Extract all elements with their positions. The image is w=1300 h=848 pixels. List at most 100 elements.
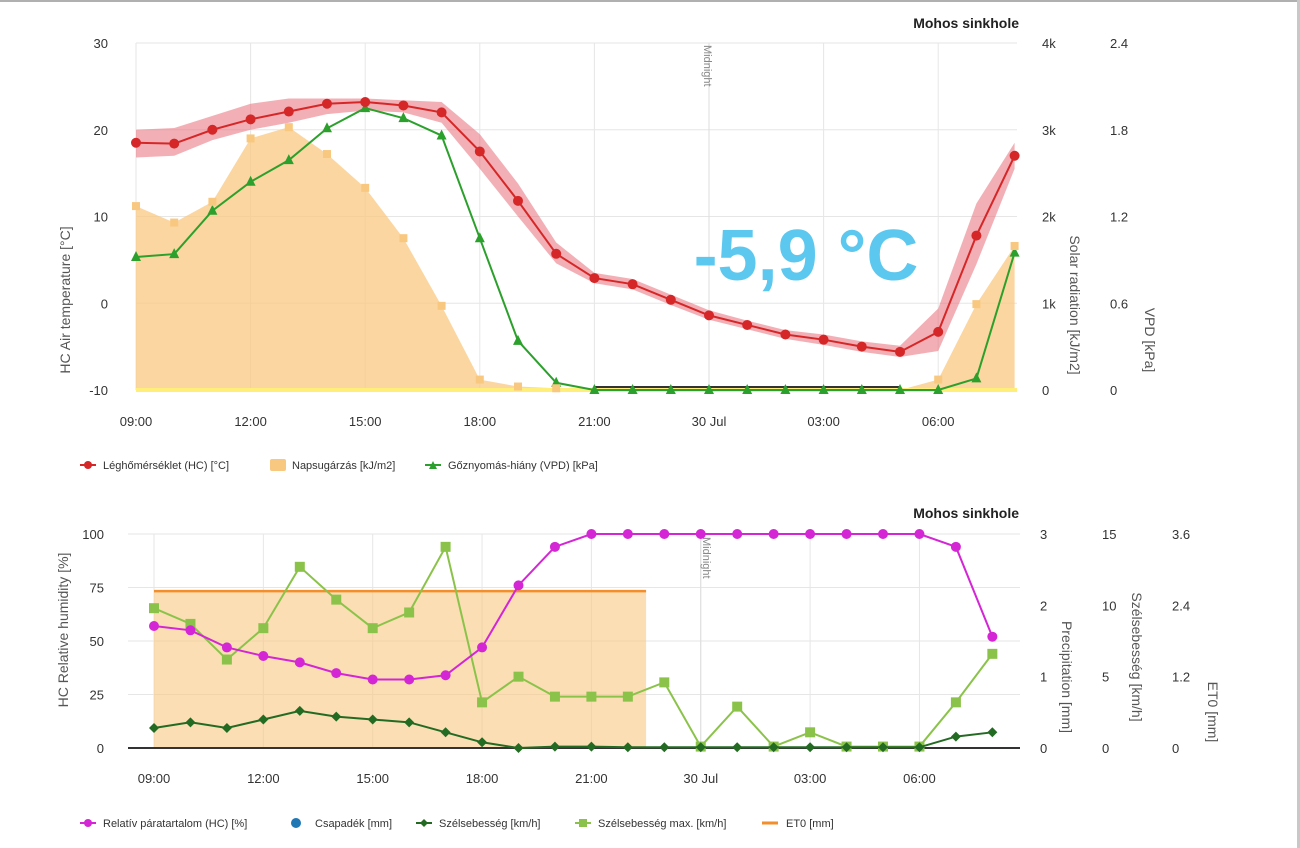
- y-tick-label-solar: 4k: [1042, 36, 1056, 51]
- y-tick-label-wind: 5: [1102, 670, 1109, 685]
- y-tick-label-et0: 0: [1172, 741, 1179, 756]
- temperature-point: [895, 346, 905, 357]
- y-tick-label-temperature: 30: [94, 36, 108, 51]
- humidity-point: [805, 529, 816, 539]
- wind-max-point: [622, 691, 633, 702]
- vpd-point: [933, 384, 944, 394]
- wind-max-point: [294, 561, 305, 572]
- y-tick-label-vpd: 1.8: [1110, 123, 1128, 138]
- humidity-line: [153, 533, 994, 681]
- humidity-point: [404, 674, 415, 685]
- vpd-point: [704, 384, 714, 394]
- y-tick-label-solar: 1k: [1042, 296, 1056, 311]
- humidity-point: [622, 529, 633, 539]
- solar-point: [132, 202, 140, 211]
- temperature-point: [283, 106, 294, 117]
- vpd-point: [589, 384, 600, 394]
- y-tick-label-solar: 2k: [1042, 210, 1056, 225]
- legend-marker-temperature: [84, 461, 92, 469]
- y-tick-label-et0: 2.4: [1172, 598, 1190, 613]
- y-axis-title-humidity: HC Relative humidity [%]: [55, 553, 71, 708]
- y-axis-title-precipitation: Precipitation [mm]: [1059, 621, 1075, 733]
- temperature-point: [665, 294, 676, 305]
- humidity-point: [659, 529, 670, 539]
- temperature-point: [474, 146, 485, 157]
- solar-point: [208, 197, 217, 206]
- solar-point: [552, 384, 561, 393]
- wind-speed-point: [768, 742, 779, 753]
- legend-label: Gőznyomás-hiány (VPD) [kPa]: [448, 460, 598, 472]
- wind-speed-point: [987, 727, 998, 738]
- x-tick-label: 30 Jul: [683, 771, 718, 786]
- solar-point: [972, 300, 981, 309]
- y-tick-label-temperature: 20: [94, 123, 108, 138]
- wind-max-point: [367, 623, 378, 634]
- solar-point: [514, 382, 522, 391]
- y-tick-label-humidity: 50: [90, 634, 104, 649]
- wind-speed-point: [221, 723, 232, 734]
- vpd-point: [169, 248, 180, 259]
- wind-max-point: [987, 648, 998, 659]
- x-tick-label: 09:00: [120, 414, 153, 429]
- wind-speed-point: [950, 731, 961, 742]
- y-tick-label-wind: 15: [1102, 527, 1116, 542]
- wind-max-point: [331, 594, 342, 605]
- vpd-point: [665, 384, 676, 394]
- humidity-point: [221, 642, 232, 653]
- solar-point: [323, 150, 331, 159]
- midnight-label: Midnight: [700, 537, 712, 579]
- temperature-line: [135, 100, 1016, 353]
- humidity-point: [695, 529, 706, 539]
- x-tick-label: 30 Jul: [692, 414, 727, 429]
- x-tick-label: 15:00: [356, 771, 389, 786]
- vpd-point: [780, 384, 791, 394]
- legend-label: Csapadék [mm]: [315, 818, 392, 830]
- vpd-point: [818, 384, 829, 394]
- wind-max-point: [477, 697, 488, 708]
- humidity-point: [841, 529, 852, 539]
- y-tick-label-precipitation: 3: [1040, 527, 1047, 542]
- y-tick-label-humidity: 0: [97, 741, 104, 756]
- wind-speed-point: [477, 737, 488, 748]
- wind-max-point: [549, 691, 560, 702]
- wind-speed-point: [440, 727, 451, 738]
- temperature-point: [704, 310, 714, 321]
- y-tick-label-wind: 10: [1102, 598, 1116, 613]
- temperature-point: [436, 107, 447, 118]
- current-temperature-overlay: -5,9 °C: [694, 216, 919, 296]
- wind-max-point: [258, 623, 269, 634]
- wind-speed-point: [878, 742, 888, 753]
- humidity-point: [586, 529, 597, 539]
- temperature-point: [856, 341, 867, 352]
- legend-label: Napsugárzás [kJ/m2]: [292, 460, 395, 472]
- vpd-point: [513, 334, 523, 345]
- solar-point: [170, 218, 179, 227]
- legend-label: Szélsebesség max. [km/h]: [598, 818, 726, 830]
- y-tick-label-solar: 0: [1042, 383, 1049, 398]
- temperature-point: [169, 138, 180, 149]
- temperature-point: [245, 114, 256, 125]
- temperature-point: [360, 96, 371, 107]
- wind-max-point: [950, 697, 961, 708]
- humidity-point: [549, 541, 560, 552]
- midnight-label: Midnight: [701, 45, 713, 87]
- temperature-point: [589, 273, 600, 284]
- y-tick-label-temperature: 0: [101, 296, 108, 311]
- wind-speed-point: [586, 741, 597, 752]
- wind-speed-point: [513, 743, 524, 753]
- x-tick-label: 12:00: [234, 414, 267, 429]
- y-axis-title-vpd: VPD [kPa]: [1142, 308, 1158, 373]
- temperature-point: [551, 248, 562, 259]
- y-tick-label-vpd: 0: [1110, 383, 1117, 398]
- vpd-point: [322, 122, 332, 133]
- legend-marker-vpd: [429, 461, 437, 469]
- vpd-point: [856, 384, 867, 394]
- vpd-point: [895, 384, 905, 394]
- vpd-point: [1009, 246, 1020, 257]
- temperature-point: [322, 98, 332, 109]
- y-axis-title-temperature: HC Air temperature [°C]: [57, 226, 73, 373]
- wind-speed-point: [404, 717, 415, 728]
- wind-max-point: [185, 618, 196, 629]
- humidity-point: [914, 529, 925, 539]
